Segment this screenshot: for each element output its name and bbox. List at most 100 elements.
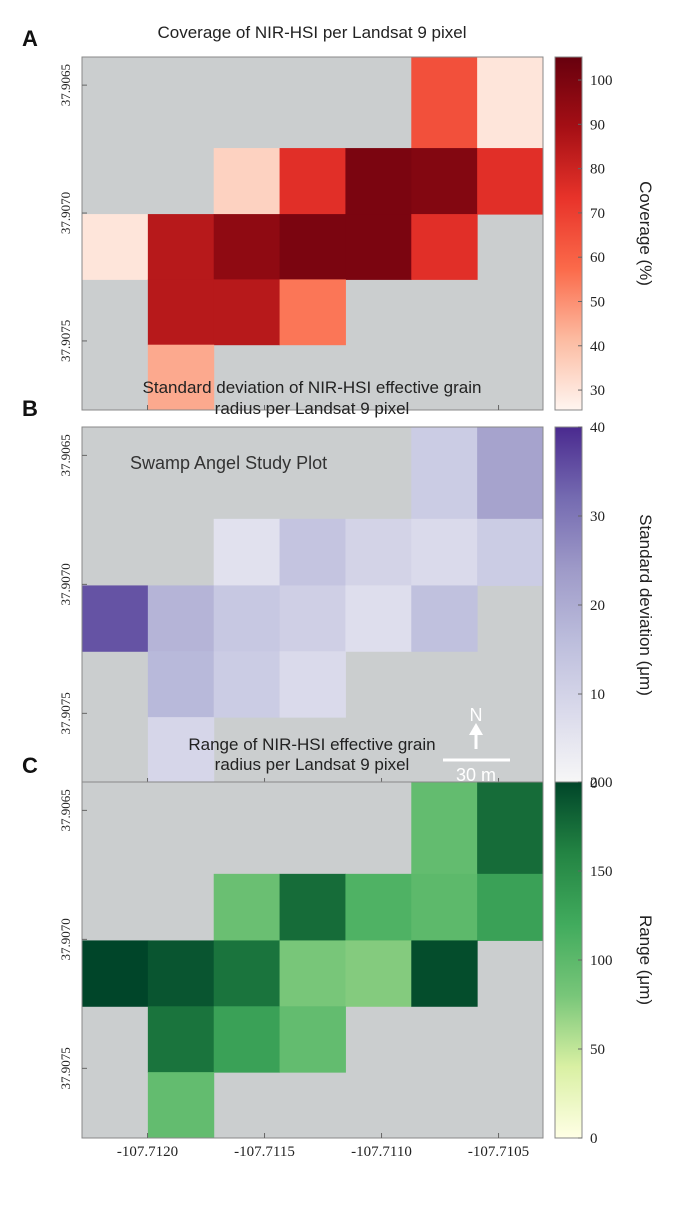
colorbar-tick-label: 0 [590,776,598,792]
heatmap-cell [345,940,412,1007]
heatmap-cell [213,148,281,215]
heatmap-cell [213,940,281,1007]
y-tick-label: 37.9070 [58,918,73,960]
colorbar-tick-label: 40 [590,420,605,436]
chart-title: radius per Landsat 9 pixel [215,755,410,774]
heatmap-cell [147,214,215,280]
heatmap-cell [213,518,281,586]
chart-title: Standard deviation of NIR-HSI effective … [143,378,482,397]
heatmap-cell [279,585,346,652]
heatmap-cell [147,940,215,1007]
y-tick-label: 37.9075 [58,1047,73,1089]
heatmap-cell [345,518,412,586]
panel-label: A [22,26,38,51]
heatmap-cell [477,518,544,586]
colorbar-tick-label: 50 [590,294,605,310]
heatmap-cell [345,214,412,280]
heatmap-cell [477,148,544,215]
heatmap-cell [345,873,412,941]
colorbar-tick-label: 10 [590,687,605,703]
colorbar-tick-label: 200 [590,775,613,791]
colorbar-tick-label: 80 [590,162,605,178]
heatmap-cell [411,873,478,941]
colorbar [554,781,583,1139]
heatmap-cell [82,940,149,1007]
heatmap-cell [411,518,478,586]
heatmap-cell [213,279,281,346]
heatmap-cell [279,214,346,280]
colorbar-tick-label: 50 [590,1042,605,1058]
heatmap-cell [147,279,215,346]
north-arrowhead [469,723,483,735]
y-tick-label: 37.9070 [58,563,73,605]
annotation: Swamp Angel Study Plot [130,453,327,473]
heatmap-cell [147,344,215,411]
y-tick-label: 37.9065 [58,789,73,831]
heatmap-cell [477,873,544,941]
plot-frame [81,56,544,411]
y-tick-label: 37.9075 [58,320,73,362]
heatmap-cell [411,585,478,652]
colorbar-label: Standard deviation (μm) [636,514,655,696]
colorbar-tick-label: 30 [590,509,605,525]
heatmap-cell [147,1072,215,1139]
colorbar-tick-label: 90 [590,117,605,133]
heatmap-cell [279,651,346,718]
y-tick-label: 37.9065 [58,64,73,106]
colorbar-tick-label: 0 [590,1131,598,1147]
y-tick-label: 37.9065 [58,434,73,476]
heatmap-cell [411,214,478,280]
colorbar-tick-label: 100 [590,73,613,89]
x-tick-label: -107.7120 [117,1144,178,1160]
heatmap-cell [279,1006,346,1073]
colorbar [554,426,583,784]
heatmap-cell [213,585,281,652]
x-tick-label: -107.7105 [468,1144,529,1160]
heatmap-cell [147,1006,215,1073]
heatmap-cell [279,279,346,346]
plot-frame [81,781,544,1139]
panel-label: B [22,396,38,421]
x-tick-label: -107.7110 [351,1144,412,1160]
heatmap-cell [477,57,544,149]
colorbar-tick-label: 60 [590,250,605,266]
scale-label: 30 m [456,765,496,785]
heatmap-cell [147,651,215,718]
heatmap-cell [411,940,478,1007]
y-tick-label: 37.9070 [58,192,73,234]
colorbar [554,56,583,411]
heatmap-cell [279,873,346,941]
heatmap-cell [477,782,544,875]
heatmap-cell [279,940,346,1007]
heatmap-cell [411,57,478,149]
heatmap-cell [279,518,346,586]
heatmap-cell [147,585,215,652]
heatmap-cell [82,214,149,280]
chart-title: Coverage of NIR-HSI per Landsat 9 pixel [158,23,467,42]
heatmap-cell [411,148,478,215]
heatmap-cell [213,873,281,941]
heatmap-cell [213,214,281,280]
colorbar-tick-label: 100 [590,953,613,969]
heatmap-cell [147,717,215,784]
colorbar-tick-label: 150 [590,864,613,880]
heatmap-cell [213,651,281,718]
heatmap-cell [345,148,412,215]
heatmap-cell [345,585,412,652]
north-label: N [470,705,483,725]
heatmap-cell [279,148,346,215]
chart-title: radius per Landsat 9 pixel [215,399,410,418]
heatmap-cell [411,427,478,520]
heatmap-cell [477,427,544,520]
colorbar-tick-label: 40 [590,339,605,355]
heatmap-cell [82,585,149,652]
colorbar-label: Range (μm) [636,915,655,1005]
heatmap-cell [411,782,478,875]
chart-title: Range of NIR-HSI effective grain [188,735,435,754]
colorbar-label: Coverage (%) [636,181,655,286]
y-tick-label: 37.9075 [58,692,73,734]
colorbar-tick-label: 30 [590,383,605,399]
x-tick-label: -107.7115 [234,1144,295,1160]
colorbar-tick-label: 20 [590,598,605,614]
